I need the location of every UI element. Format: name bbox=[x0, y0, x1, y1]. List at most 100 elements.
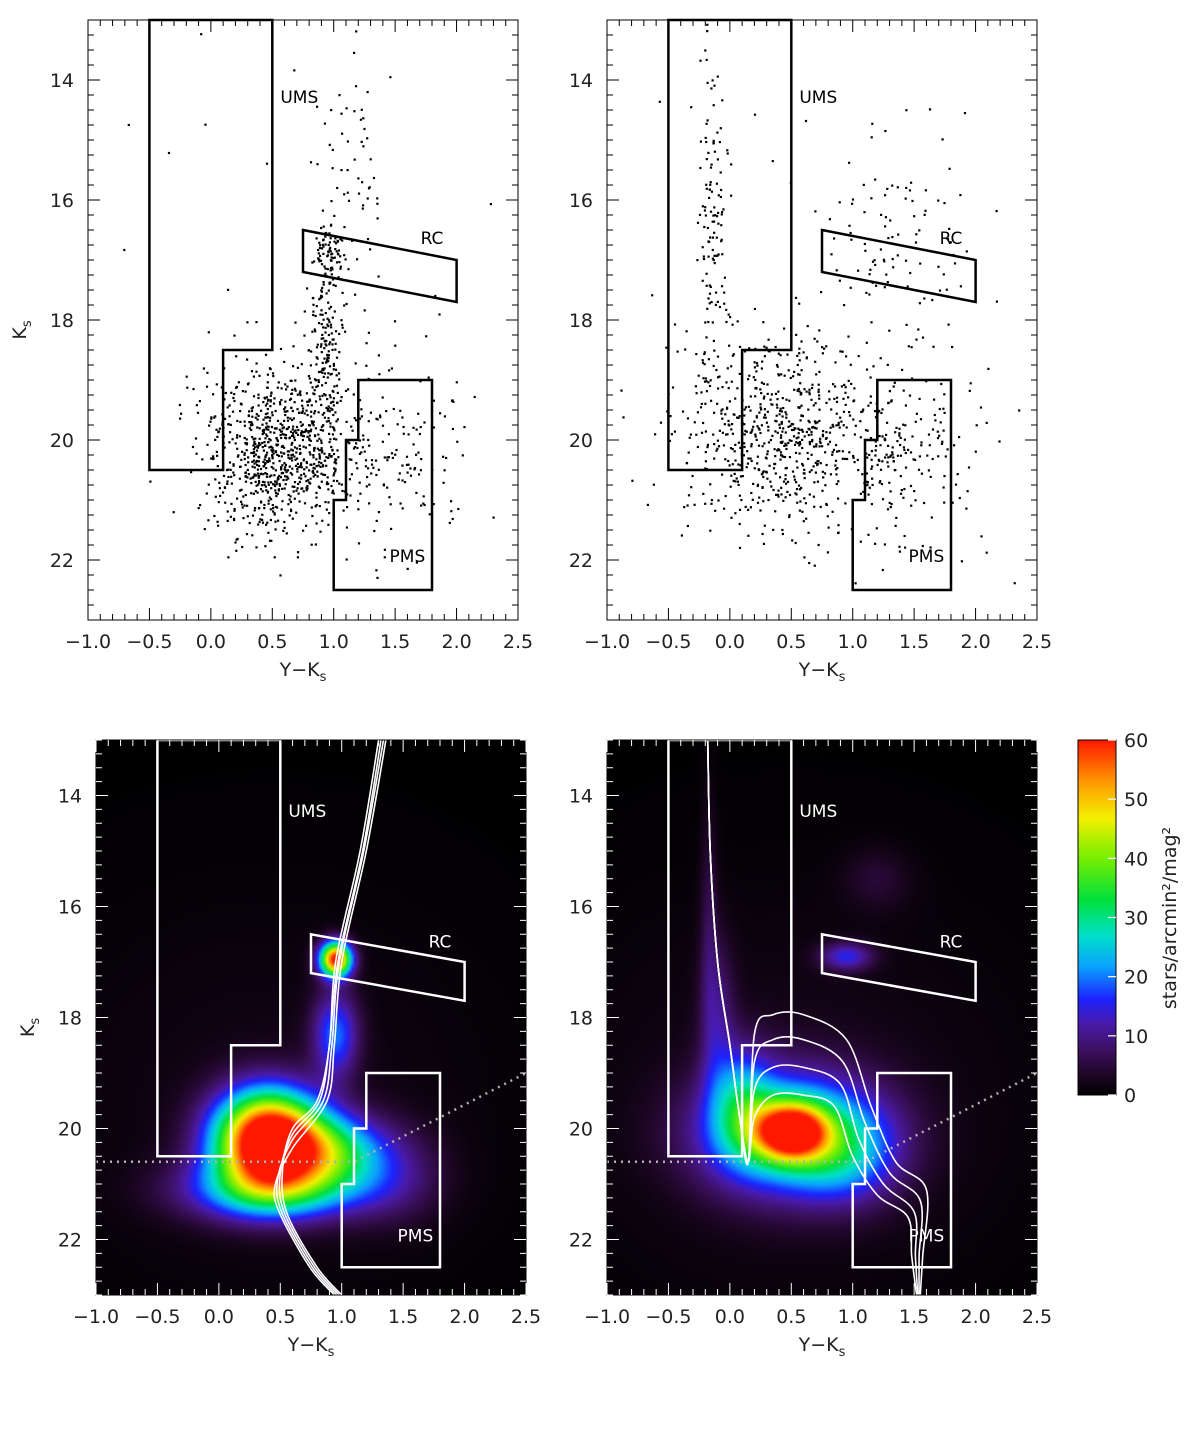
star-point bbox=[258, 481, 261, 484]
star-point bbox=[406, 471, 409, 474]
star-point bbox=[377, 468, 380, 471]
star-point bbox=[235, 538, 238, 541]
star-point bbox=[316, 343, 319, 346]
star-point bbox=[420, 458, 423, 461]
star-point bbox=[222, 474, 226, 477]
star-point bbox=[246, 468, 249, 472]
star-point bbox=[749, 431, 752, 434]
plot-background bbox=[88, 20, 518, 620]
star-point bbox=[269, 368, 272, 371]
star-point bbox=[781, 440, 784, 443]
star-point bbox=[797, 387, 800, 391]
star-point bbox=[874, 449, 877, 452]
star-point bbox=[296, 447, 299, 450]
star-point bbox=[272, 467, 275, 470]
star-point bbox=[249, 477, 252, 480]
star-point bbox=[296, 462, 299, 465]
star-point bbox=[263, 481, 266, 484]
star-point bbox=[233, 393, 236, 396]
star-point bbox=[255, 413, 258, 416]
region-rc-box bbox=[309, 932, 466, 1003]
star-point bbox=[831, 510, 834, 513]
star-point bbox=[844, 391, 847, 394]
star-point bbox=[716, 131, 719, 134]
star-point bbox=[335, 250, 338, 253]
star-point bbox=[818, 445, 821, 448]
star-point bbox=[227, 468, 230, 471]
star-point bbox=[311, 514, 314, 518]
star-point bbox=[418, 432, 421, 436]
star-point bbox=[322, 424, 325, 427]
y-tick-label: 18 bbox=[569, 1008, 593, 1030]
star-point bbox=[887, 456, 890, 459]
star-point bbox=[875, 527, 878, 530]
star-point bbox=[279, 476, 282, 479]
star-point bbox=[282, 479, 285, 482]
star-point bbox=[810, 469, 813, 472]
star-point bbox=[315, 458, 318, 461]
star-point bbox=[328, 343, 331, 346]
star-point bbox=[715, 215, 719, 218]
star-point bbox=[850, 382, 853, 385]
star-point bbox=[347, 268, 350, 271]
star-point bbox=[274, 520, 277, 523]
star-point bbox=[811, 386, 814, 390]
star-point bbox=[697, 374, 700, 377]
star-point bbox=[748, 347, 751, 350]
star-point bbox=[326, 254, 330, 257]
star-point bbox=[817, 383, 820, 386]
star-point bbox=[324, 267, 327, 270]
star-point bbox=[267, 398, 270, 401]
star-point bbox=[770, 393, 773, 396]
star-point bbox=[703, 209, 706, 212]
star-point bbox=[659, 421, 663, 424]
star-point bbox=[383, 456, 386, 459]
star-point bbox=[762, 500, 765, 503]
star-point bbox=[327, 417, 330, 420]
star-point bbox=[720, 240, 723, 243]
star-point bbox=[805, 517, 808, 520]
star-point bbox=[757, 427, 760, 430]
star-point bbox=[828, 398, 831, 401]
star-point bbox=[881, 460, 884, 463]
star-point bbox=[356, 446, 359, 450]
star-point bbox=[761, 486, 764, 489]
star-point bbox=[238, 435, 241, 438]
star-point bbox=[241, 545, 244, 549]
star-point bbox=[815, 443, 818, 446]
star-point bbox=[305, 409, 308, 412]
star-point bbox=[706, 443, 709, 446]
star-point bbox=[761, 445, 764, 448]
star-point bbox=[283, 433, 286, 436]
star-point bbox=[853, 461, 856, 464]
star-point bbox=[958, 436, 961, 439]
star-point bbox=[291, 517, 294, 520]
star-point bbox=[736, 387, 739, 390]
star-point bbox=[335, 384, 338, 387]
star-point bbox=[951, 501, 954, 504]
star-point bbox=[794, 296, 798, 299]
star-point bbox=[798, 488, 802, 491]
x-tick-label: 2.0 bbox=[960, 631, 990, 653]
star-point bbox=[786, 353, 789, 356]
star-point bbox=[258, 442, 261, 445]
star-point bbox=[830, 253, 833, 256]
star-point bbox=[712, 142, 715, 145]
star-point bbox=[934, 419, 937, 422]
star-point bbox=[229, 431, 232, 434]
star-point bbox=[325, 420, 328, 423]
star-point bbox=[300, 462, 303, 465]
y-tick-label: 16 bbox=[569, 190, 593, 212]
star-point bbox=[257, 476, 260, 479]
star-point bbox=[324, 343, 327, 346]
star-point bbox=[795, 460, 798, 463]
star-point bbox=[304, 446, 307, 449]
star-point bbox=[708, 292, 712, 295]
star-point bbox=[281, 444, 284, 448]
star-point bbox=[784, 442, 787, 445]
star-point bbox=[257, 483, 260, 486]
star-point bbox=[286, 469, 290, 472]
star-point bbox=[756, 425, 759, 428]
star-point bbox=[750, 459, 753, 463]
star-point bbox=[720, 412, 723, 415]
